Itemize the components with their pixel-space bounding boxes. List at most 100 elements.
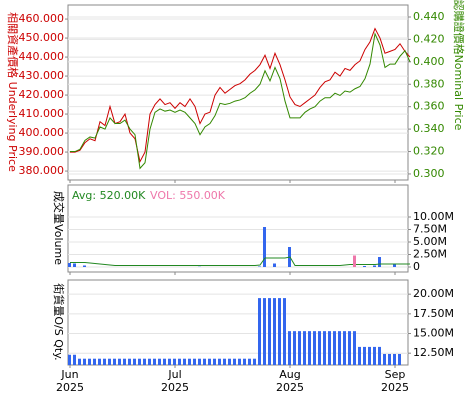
bar (323, 331, 326, 365)
y-axis-label: 成交量Volume (52, 191, 66, 265)
tick-label: 0.360 (413, 100, 445, 113)
bar (193, 358, 196, 365)
tick-label: 0.440 (413, 10, 445, 23)
tick-label: 15.00M (413, 327, 454, 340)
bar (288, 331, 291, 365)
bar (178, 358, 181, 365)
bar (218, 358, 221, 365)
y-axis-label: 相關資產價格 Underlying Price (6, 12, 20, 172)
bar (113, 358, 116, 365)
legend-entry: VOL: 550.00K (150, 189, 226, 202)
tick-label: 450.000 (19, 31, 65, 44)
bar (378, 346, 381, 365)
bar (68, 354, 71, 365)
tick-label: 2.50M (413, 248, 447, 261)
bar (98, 358, 101, 365)
tick-label: 0.420 (413, 32, 445, 45)
bar (363, 266, 366, 267)
bar (78, 358, 81, 365)
bar (73, 263, 76, 267)
bar (358, 346, 361, 365)
tick-label: 17.50M (413, 307, 454, 320)
bar (273, 298, 276, 365)
bar (393, 264, 396, 267)
bar (203, 358, 206, 365)
bar (168, 358, 171, 365)
bar (103, 358, 106, 365)
tick-label: 10.00M (413, 210, 454, 223)
bar (258, 266, 261, 267)
tick-label: 420.000 (19, 88, 65, 101)
tick-label: 0 (413, 260, 420, 273)
bar (318, 331, 321, 365)
tick-label: 380.000 (19, 164, 65, 177)
bar (123, 358, 126, 365)
bar (88, 358, 91, 365)
tick-label: 390.000 (19, 145, 65, 158)
bar (128, 358, 131, 365)
bar (313, 331, 316, 365)
bar (163, 358, 166, 365)
bar (373, 265, 376, 267)
tick-label: 0.340 (413, 122, 445, 135)
bar (353, 255, 356, 267)
bar (328, 331, 331, 365)
bar (353, 331, 356, 365)
x-tick-label: Sep 2025 (381, 368, 409, 394)
tick-label: 7.50M (413, 223, 447, 236)
bar (343, 331, 346, 365)
panel-os-qty (67, 279, 409, 366)
bar (273, 263, 276, 267)
bar (333, 331, 336, 365)
bar (363, 346, 366, 365)
bar (198, 358, 201, 365)
line-series (70, 256, 410, 266)
x-tick-label: Jun 2025 (56, 368, 84, 394)
bar (373, 346, 376, 365)
bar (173, 358, 176, 365)
tick-label: 460.000 (19, 12, 65, 25)
tick-label: 0.380 (413, 77, 445, 90)
bar (268, 298, 271, 365)
panel-price (67, 4, 409, 181)
tick-label: 12.50M (413, 346, 454, 359)
line-series (70, 32, 411, 170)
line-series (70, 27, 411, 164)
legend-entry: Avg: 520.00K (72, 189, 146, 202)
bar (138, 358, 141, 365)
bar (298, 331, 301, 365)
bar (153, 358, 156, 365)
bar (68, 263, 71, 267)
tick-label: 20.00M (413, 287, 454, 300)
tick-label: 410.000 (19, 107, 65, 120)
bar (303, 331, 306, 365)
bar (108, 358, 111, 365)
tick-label: 0.400 (413, 55, 445, 68)
bar (308, 331, 311, 365)
tick-label: 0.320 (413, 145, 445, 158)
x-tick-label: Jul 2025 (161, 368, 189, 394)
bar (83, 265, 86, 267)
y2-axis-label: 認購證價格Nominal Price (452, 0, 466, 131)
bar (228, 358, 231, 365)
bar (388, 353, 391, 365)
bar (263, 298, 266, 365)
bar (158, 358, 161, 365)
bar (118, 358, 121, 365)
bar (233, 358, 236, 365)
bar (183, 358, 186, 365)
bar (208, 358, 211, 365)
tick-label: 0.300 (413, 167, 445, 180)
bar (213, 358, 216, 365)
bar (253, 358, 256, 365)
x-tick-label: Aug 2025 (276, 368, 304, 394)
bar (188, 358, 191, 365)
bar (398, 353, 401, 365)
bar (393, 353, 396, 365)
bar (348, 331, 351, 365)
bar (383, 353, 386, 365)
bar (368, 346, 371, 365)
bar (263, 227, 266, 267)
